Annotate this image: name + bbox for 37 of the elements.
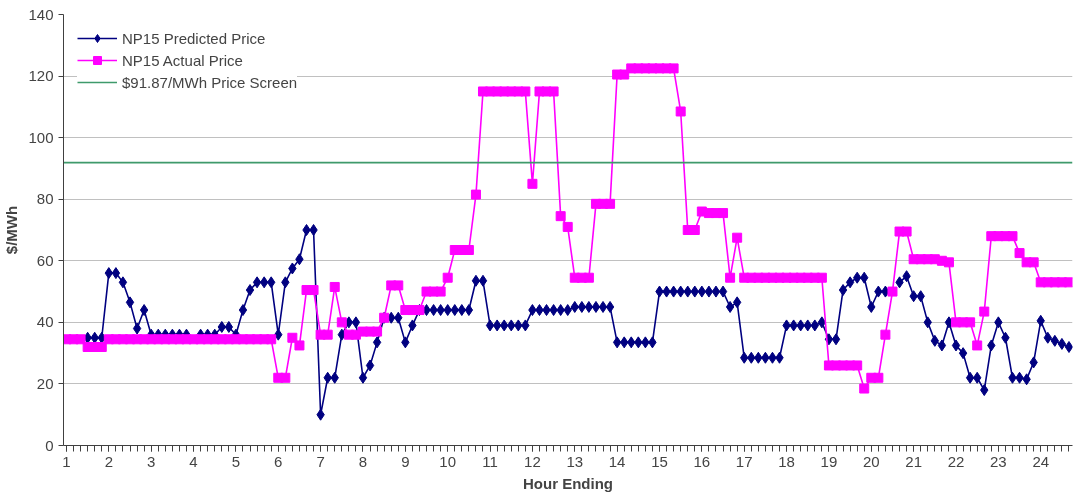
y-tick-label: 80 [36, 190, 54, 208]
legend-label: $91.87/MWh Price Screen [122, 73, 298, 91]
x-tick-label: 11 [482, 452, 498, 470]
x-tick-label: 1 [62, 452, 71, 470]
x-tick-label: 15 [651, 452, 668, 470]
legend-label: NP15 Actual Price [122, 51, 243, 69]
y-tick-label: 20 [36, 374, 54, 392]
x-tick-label: 22 [947, 452, 965, 470]
x-tick-label: 6 [274, 452, 283, 470]
x-tick-label: 12 [524, 452, 541, 470]
x-tick-label: 10 [439, 452, 457, 470]
y-tick-label: 0 [45, 436, 54, 454]
x-tick-label: 7 [316, 452, 325, 470]
y-tick-label: 100 [28, 128, 54, 146]
x-tick-label: 17 [735, 452, 753, 470]
x-tick-label: 13 [566, 452, 584, 470]
y-tick-label: 40 [36, 313, 54, 331]
y-tick-label: 140 [28, 5, 54, 23]
y-axis-title: $/MWh [3, 205, 21, 255]
x-tick-label: 23 [990, 452, 1007, 470]
x-tick-label: 5 [231, 452, 241, 470]
x-axis-title: Hour Ending [523, 474, 614, 492]
x-tick-label: 8 [358, 452, 368, 470]
x-tick-label: 14 [608, 452, 626, 470]
x-tick-label: 20 [862, 452, 880, 470]
legend-label: NP15 Predicted Price [122, 29, 266, 47]
x-tick-label: 2 [104, 452, 113, 470]
x-tick-label: 4 [189, 452, 198, 470]
x-tick-label: 16 [693, 452, 711, 470]
x-tick-label: 19 [820, 452, 838, 470]
y-tick-label: 60 [36, 251, 54, 269]
x-tick-label: 3 [147, 452, 156, 470]
y-tick-label: 120 [28, 67, 54, 85]
x-tick-label: 18 [778, 452, 795, 470]
x-tick-label: 9 [401, 452, 410, 470]
x-tick-label: 24 [1032, 452, 1050, 470]
x-tick-label: 21 [905, 452, 922, 470]
